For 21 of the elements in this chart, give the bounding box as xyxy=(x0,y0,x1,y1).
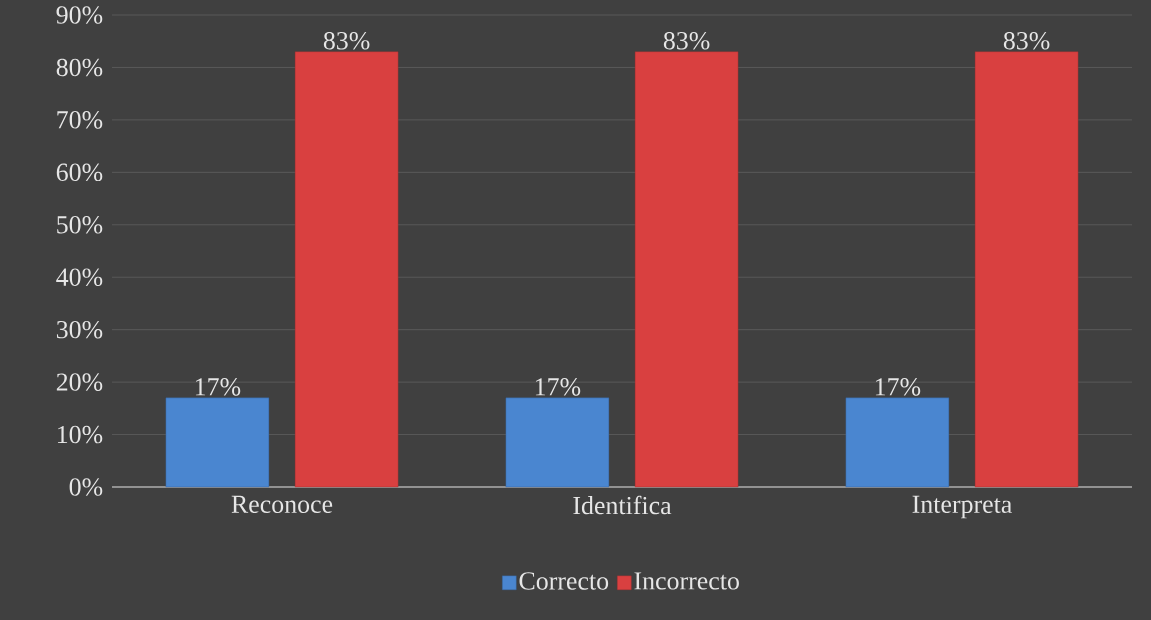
y-tick-label: 40% xyxy=(56,268,103,287)
x-tick-label: Reconoce xyxy=(231,495,333,514)
y-tick-label: 80% xyxy=(56,58,103,77)
x-tick-label: Interpreta xyxy=(912,495,1012,519)
y-tick-label: 20% xyxy=(56,373,103,391)
y-tick-label: 0% xyxy=(69,478,103,496)
data-label: 83% xyxy=(1003,31,1050,50)
y-tick-label: 50% xyxy=(57,215,103,234)
y-tick-label: 10% xyxy=(57,425,103,444)
data-label: 17% xyxy=(875,378,921,396)
y-tick-label: 30% xyxy=(56,320,103,339)
data-label: 83% xyxy=(323,31,370,50)
data-label: 17% xyxy=(195,378,241,396)
data-label: 17% xyxy=(535,378,581,396)
y-tick-label: 90% xyxy=(56,6,103,24)
legend-label: Incorrecto xyxy=(634,572,739,590)
y-tick-label: 60% xyxy=(56,163,103,182)
x-tick-label: Identifica xyxy=(573,495,672,515)
legend-label: Correcto xyxy=(519,572,609,590)
y-tick-label: 70% xyxy=(57,111,103,129)
data-label: 83% xyxy=(663,31,710,50)
